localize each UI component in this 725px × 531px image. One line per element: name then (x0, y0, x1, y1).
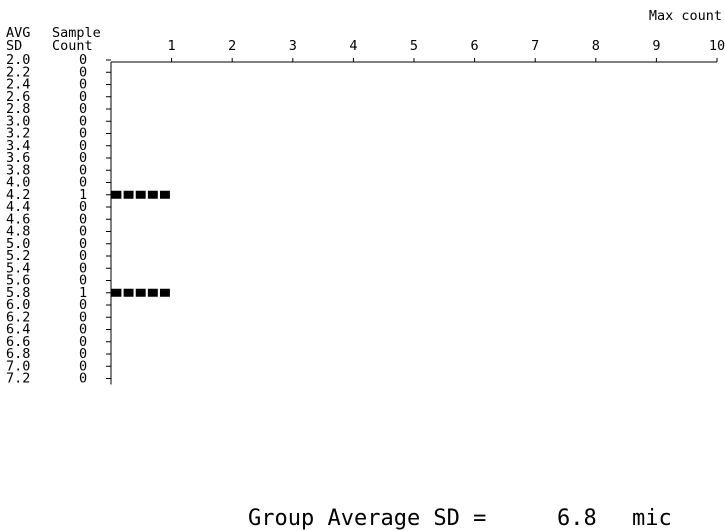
sd-category-label: 2.8 (6, 101, 30, 117)
sample-count-value: 0 (79, 126, 87, 142)
x-tick-label: 9 (652, 38, 660, 54)
sd-category-label: 3.0 (6, 113, 30, 129)
sample-count-value: 0 (79, 297, 87, 313)
sample-count-value: 0 (79, 101, 87, 117)
sd-category-label: 2.4 (6, 77, 30, 93)
sd-category-label: 5.2 (6, 248, 30, 264)
sd-category-label: 4.4 (6, 199, 30, 215)
sd-category-label: 3.8 (6, 162, 30, 178)
sample-count-value: 0 (79, 358, 87, 374)
sample-count-value: 0 (79, 150, 87, 166)
x-tick-label: 7 (531, 38, 539, 54)
sd-category-label: 4.6 (6, 211, 30, 227)
sd-category-label: 3.2 (6, 126, 30, 142)
sd-category-label: 6.4 (6, 322, 30, 338)
bar-segment (111, 288, 122, 297)
sd-category-label: 4.0 (6, 175, 30, 191)
bar-segment (111, 190, 122, 199)
bar-segment (159, 190, 170, 199)
x-tick-label: 1 (168, 38, 176, 54)
sd-category-label: 2.6 (6, 89, 30, 105)
sample-count-value: 0 (79, 162, 87, 178)
histogram-bar (111, 288, 170, 297)
sd-category-label: 3.4 (6, 138, 30, 154)
sample-count-value: 0 (79, 175, 87, 191)
sample-count-value: 1 (79, 285, 87, 301)
sd-category-label: 3.6 (6, 150, 30, 166)
sample-count-header-line1: Sample (52, 25, 101, 41)
bar-segment (135, 190, 146, 199)
sample-count-value: 0 (79, 236, 87, 252)
x-tick-label: 3 (289, 38, 297, 54)
avg-sd-header-line2: SD (6, 38, 22, 54)
bar-segment (147, 288, 158, 297)
max-count-label: Max count (649, 8, 722, 24)
bar-segment (159, 288, 170, 297)
sample-count-value: 0 (79, 52, 87, 68)
sample-count-header-line2: Count (52, 38, 93, 54)
x-axis: 1 2 3 4 5 6 7 8 9 10 (111, 38, 725, 63)
group-average-label: Group Average SD = (248, 506, 486, 531)
sample-count-value: 0 (79, 371, 87, 387)
sample-count-value: 0 (79, 224, 87, 240)
x-tick-label: 4 (349, 38, 357, 54)
bar-segment (135, 288, 146, 297)
sample-count-value: 1 (79, 187, 87, 203)
sd-category-label: 2.2 (6, 64, 30, 80)
x-tick-label: 5 (410, 38, 418, 54)
sd-category-label: 6.8 (6, 346, 30, 362)
sample-count-value: 0 (79, 64, 87, 80)
sample-count-value: 0 (79, 138, 87, 154)
group-average-unit: mic (632, 506, 672, 531)
histogram-bars (111, 190, 170, 297)
sd-category-label: 5.4 (6, 260, 30, 276)
x-tick-label: 8 (592, 38, 600, 54)
sample-count-value: 0 (79, 248, 87, 264)
sd-category-label: 5.6 (6, 273, 30, 289)
sample-count-value: 0 (79, 346, 87, 362)
sd-category-label: 4.8 (6, 224, 30, 240)
sd-category-label: 6.6 (6, 334, 30, 350)
group-average-value: 6.8 (557, 506, 597, 531)
sd-category-label: 5.8 (6, 285, 30, 301)
avg-sd-header-line1: AVG (6, 25, 30, 41)
sample-count-value: 0 (79, 113, 87, 129)
sd-category-label: 5.0 (6, 236, 30, 252)
sd-category-label: 6.0 (6, 297, 30, 313)
sd-category-label: 6.2 (6, 309, 30, 325)
sample-count-value: 0 (79, 273, 87, 289)
sample-count-value: 0 (79, 77, 87, 93)
sample-count-value: 0 (79, 334, 87, 350)
sample-count-value: 0 (79, 309, 87, 325)
sd-category-label: 2.0 (6, 52, 30, 68)
sample-count-value: 0 (79, 89, 87, 105)
x-tick-label: 2 (228, 38, 236, 54)
sd-category-label: 7.2 (6, 371, 30, 387)
x-tick-label: 10 (709, 38, 725, 54)
bar-segment (123, 190, 134, 199)
sd-category-label: 4.2 (6, 187, 30, 203)
sample-count-value: 0 (79, 322, 87, 338)
histogram-rows: 2.0 0 2.2 0 2.4 0 2.6 0 2.8 0 3.0 0 3.2 0 3.4 0 3.6 0 3.8 0… (6, 52, 111, 387)
histogram-bar (111, 190, 170, 199)
sample-count-value: 0 (79, 211, 87, 227)
sd-category-label: 7.0 (6, 358, 30, 374)
sample-count-value: 0 (79, 260, 87, 276)
bar-segment (123, 288, 134, 297)
bar-segment (147, 190, 158, 199)
x-tick-label: 6 (471, 38, 479, 54)
sample-count-value: 0 (79, 199, 87, 215)
